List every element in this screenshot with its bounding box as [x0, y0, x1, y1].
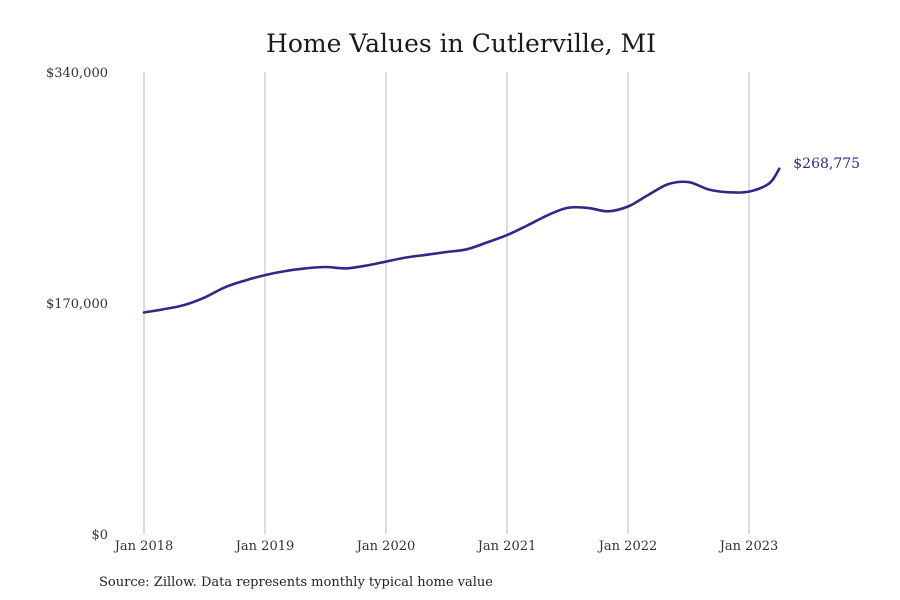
- y-tick-label: $340,000: [46, 66, 108, 81]
- home-value-line: [142, 167, 781, 314]
- series-group: $268,775: [142, 156, 860, 314]
- chart-title: Home Values in Cutlerville, MI: [266, 29, 656, 58]
- x-tick-label: Jan 2019: [234, 539, 295, 554]
- y-axis-ticks: $0 $170,000 $340,000: [46, 66, 108, 543]
- x-tick-label: Jan 2020: [355, 539, 416, 554]
- y-tick-label: $0: [91, 528, 108, 543]
- x-tick-label: Jan 2021: [476, 539, 537, 554]
- x-tick-label: Jan 2022: [597, 539, 658, 554]
- x-tick-label: Jan 2018: [113, 539, 174, 554]
- source-note: Source: Zillow. Data represents monthly …: [99, 575, 493, 590]
- grid-lines: [143, 72, 750, 534]
- end-value-label: $268,775: [793, 156, 860, 172]
- x-tick-label: Jan 2023: [718, 539, 779, 554]
- y-tick-label: $170,000: [46, 297, 108, 312]
- x-axis-ticks: Jan 2018 Jan 2019 Jan 2020 Jan 2021 Jan 2022…: [113, 539, 779, 554]
